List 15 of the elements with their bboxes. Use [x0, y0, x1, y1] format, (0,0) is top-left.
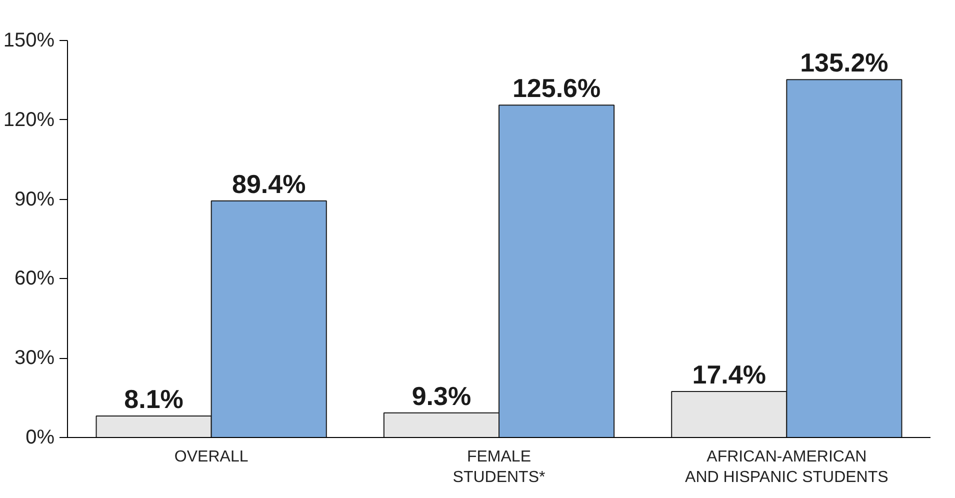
y-tick-label: 90%	[14, 188, 55, 210]
y-tick-label: 0%	[26, 426, 55, 448]
data-label: 8.1%	[124, 384, 184, 414]
y-tick-label: 120%	[3, 108, 55, 131]
y-tick-label: 30%	[14, 347, 55, 370]
y-tick-label: 60%	[14, 268, 55, 290]
x-tick-label: OVERALL	[174, 448, 248, 466]
x-tick-label: AFRICAN-AMERICAN AND HISPANIC STUDENTS	[685, 448, 888, 486]
data-label: 9.3%	[412, 380, 472, 411]
data-label: 125.6%	[512, 73, 601, 104]
data-label: 89.4%	[232, 168, 306, 199]
data-label: 17.4%	[692, 359, 766, 390]
y-tick-label: 150%	[3, 30, 55, 52]
x-tick-label: FEMALE STUDENTS*	[452, 448, 546, 486]
data-label: 135.2%	[800, 48, 888, 78]
